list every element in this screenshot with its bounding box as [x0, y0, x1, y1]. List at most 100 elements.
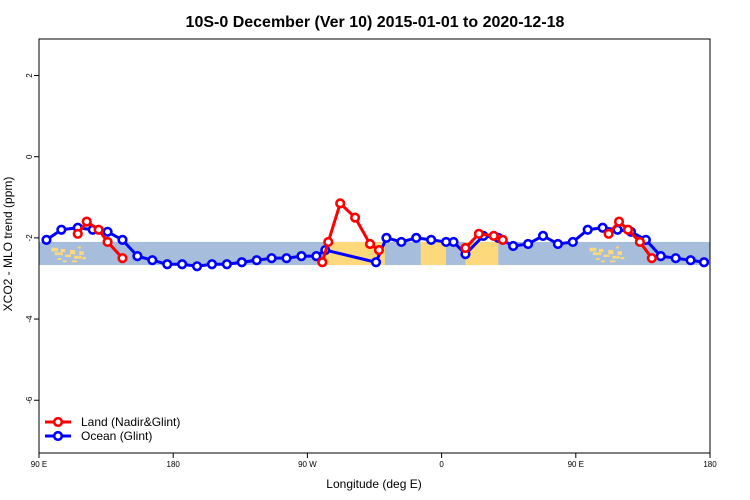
data-point [206, 259, 218, 270]
island-patch [54, 252, 63, 256]
data-point [335, 198, 346, 209]
y-tick-label: -6 [25, 396, 34, 404]
data-point [102, 236, 113, 248]
data-point [426, 234, 437, 246]
y-tick-label: 2 [25, 73, 34, 78]
data-point [117, 234, 128, 246]
data-point [93, 224, 104, 235]
data-point [266, 253, 277, 264]
x-axis: 90 E 180 90 W 0 90 E 180 [31, 453, 717, 469]
data-point [177, 259, 188, 270]
legend-item: Land (Nadir&Glint) [45, 415, 180, 429]
island-patch [62, 260, 67, 263]
data-point [191, 261, 203, 272]
data-point [622, 224, 634, 235]
island-patch [77, 246, 81, 249]
island-patch [595, 258, 600, 260]
island-patch [74, 255, 82, 259]
x-tick-label: 90 E [31, 460, 47, 469]
data-point [497, 234, 508, 246]
data-point [522, 238, 534, 250]
data-point [251, 255, 262, 266]
island-patch [610, 260, 616, 263]
data-point [317, 257, 328, 268]
plot-frame [38, 38, 711, 454]
series-land [72, 198, 657, 268]
data-point [473, 228, 484, 239]
data-point [162, 259, 173, 270]
chart-title: 10S-0 December (Ver 10) 2015-01-01 to 20… [186, 14, 565, 31]
data-point [373, 244, 385, 256]
data-point [567, 236, 578, 248]
island-patch [620, 256, 625, 260]
y-tick-label: 0 [25, 154, 34, 159]
x-tick-label: 180 [703, 460, 717, 469]
legend-item: Ocean (Glint) [45, 429, 152, 443]
data-point [634, 236, 646, 248]
data-point [552, 238, 564, 250]
data-point [411, 232, 422, 243]
land-ocean-band [39, 241, 710, 266]
data-point [655, 251, 666, 262]
data-point [296, 251, 307, 262]
island-patch [51, 247, 59, 252]
island-patch [617, 251, 623, 255]
land-region [420, 241, 447, 266]
data-point [221, 259, 232, 270]
island-patch [589, 247, 597, 252]
data-point [381, 232, 392, 243]
data-point [646, 253, 657, 264]
data-point [364, 238, 376, 250]
y-axis-label: XCO2 - MLO trend (ppm) [1, 177, 15, 312]
x-tick-label: 90 E [568, 460, 584, 469]
legend-label: Ocean (Glint) [81, 429, 152, 443]
island-patch [603, 254, 610, 257]
legend-swatch-marker [52, 416, 64, 428]
data-point [117, 253, 128, 264]
island-patch [601, 260, 605, 263]
data-point [323, 236, 334, 248]
island-patch [598, 248, 604, 253]
data-point [132, 251, 143, 262]
island-patch [57, 258, 62, 260]
data-point [488, 230, 499, 241]
data-point [56, 224, 67, 235]
data-point [281, 253, 292, 264]
y-tick-label: -4 [25, 315, 34, 323]
data-point [41, 234, 52, 246]
data-point [698, 257, 710, 268]
data-point [396, 236, 407, 248]
data-point [350, 212, 361, 223]
data-point [582, 224, 593, 235]
island-patch [71, 260, 78, 263]
data-point [508, 240, 519, 252]
data-point [72, 228, 83, 239]
data-point [448, 236, 459, 248]
data-point [370, 257, 382, 268]
data-point [236, 257, 247, 268]
data-point [597, 222, 608, 233]
x-tick-label: 0 [439, 460, 444, 469]
island-patch [608, 250, 614, 255]
legend: Land (Nadir&Glint)Ocean (Glint) [45, 415, 180, 443]
land-islands [51, 246, 86, 263]
y-tick-label: -2 [25, 234, 34, 242]
island-patch [616, 246, 620, 249]
data-point [81, 216, 92, 227]
island-patch [82, 256, 86, 260]
x-axis-label: Longitude (deg E) [326, 477, 421, 491]
island-patch [79, 251, 84, 255]
data-point [102, 226, 113, 237]
y-axis: 2 0 -2 -4 -6 [25, 73, 39, 404]
x-tick-label: 90 W [298, 460, 317, 469]
data-point [670, 253, 681, 264]
series-layer [41, 198, 710, 272]
island-patch [612, 255, 620, 259]
data-point [460, 242, 471, 254]
legend-label: Land (Nadir&Glint) [81, 415, 180, 429]
data-point [537, 230, 549, 241]
island-patch [592, 252, 602, 256]
island-patch [60, 248, 66, 253]
data-point [613, 216, 625, 227]
